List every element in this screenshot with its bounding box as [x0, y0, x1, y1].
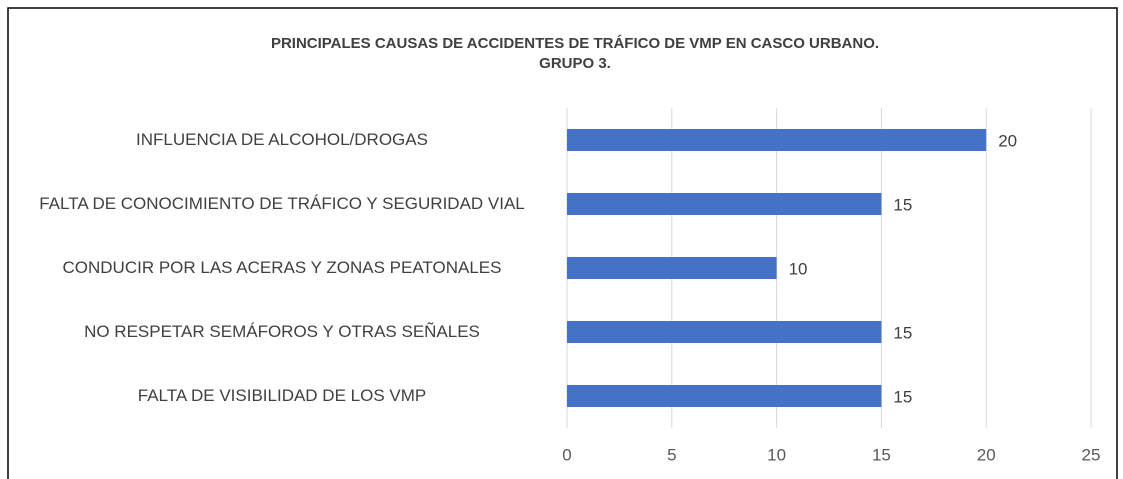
- value-label: 20: [998, 131, 1017, 150]
- bar: [567, 321, 882, 343]
- chart-title: GRUPO 3.: [539, 55, 611, 72]
- y-tick-label: INFLUENCIA DE ALCOHOL/DROGAS: [136, 130, 428, 149]
- chart-title: PRINCIPALES CAUSAS DE ACCIDENTES DE TRÁF…: [271, 35, 879, 52]
- x-tick-label: 0: [562, 445, 571, 464]
- x-tick-label: 10: [767, 445, 786, 464]
- y-tick-label: FALTA DE VISIBILIDAD DE LOS VMP: [137, 386, 427, 405]
- frame: [7, 7, 1118, 479]
- bar: [567, 385, 882, 407]
- y-tick-label: CONDUCIR POR LAS ACERAS Y ZONAS PEATONAL…: [62, 258, 502, 277]
- x-tick-label: 15: [872, 445, 891, 464]
- x-tick-label: 20: [977, 445, 996, 464]
- bar: [567, 129, 987, 151]
- bar: [567, 257, 777, 279]
- x-tick-label: 5: [667, 445, 676, 464]
- value-label: 15: [893, 323, 912, 342]
- value-label: 10: [789, 259, 808, 278]
- bar: [567, 193, 882, 215]
- value-label: 15: [893, 387, 912, 406]
- x-tick-label: 25: [1082, 445, 1101, 464]
- y-tick-label: FALTA DE CONOCIMIENTO DE TRÁFICO Y SEGUR…: [39, 194, 525, 213]
- value-label: 15: [893, 195, 912, 214]
- y-tick-label: NO RESPETAR SEMÁFOROS Y OTRAS SEÑALES: [84, 322, 480, 341]
